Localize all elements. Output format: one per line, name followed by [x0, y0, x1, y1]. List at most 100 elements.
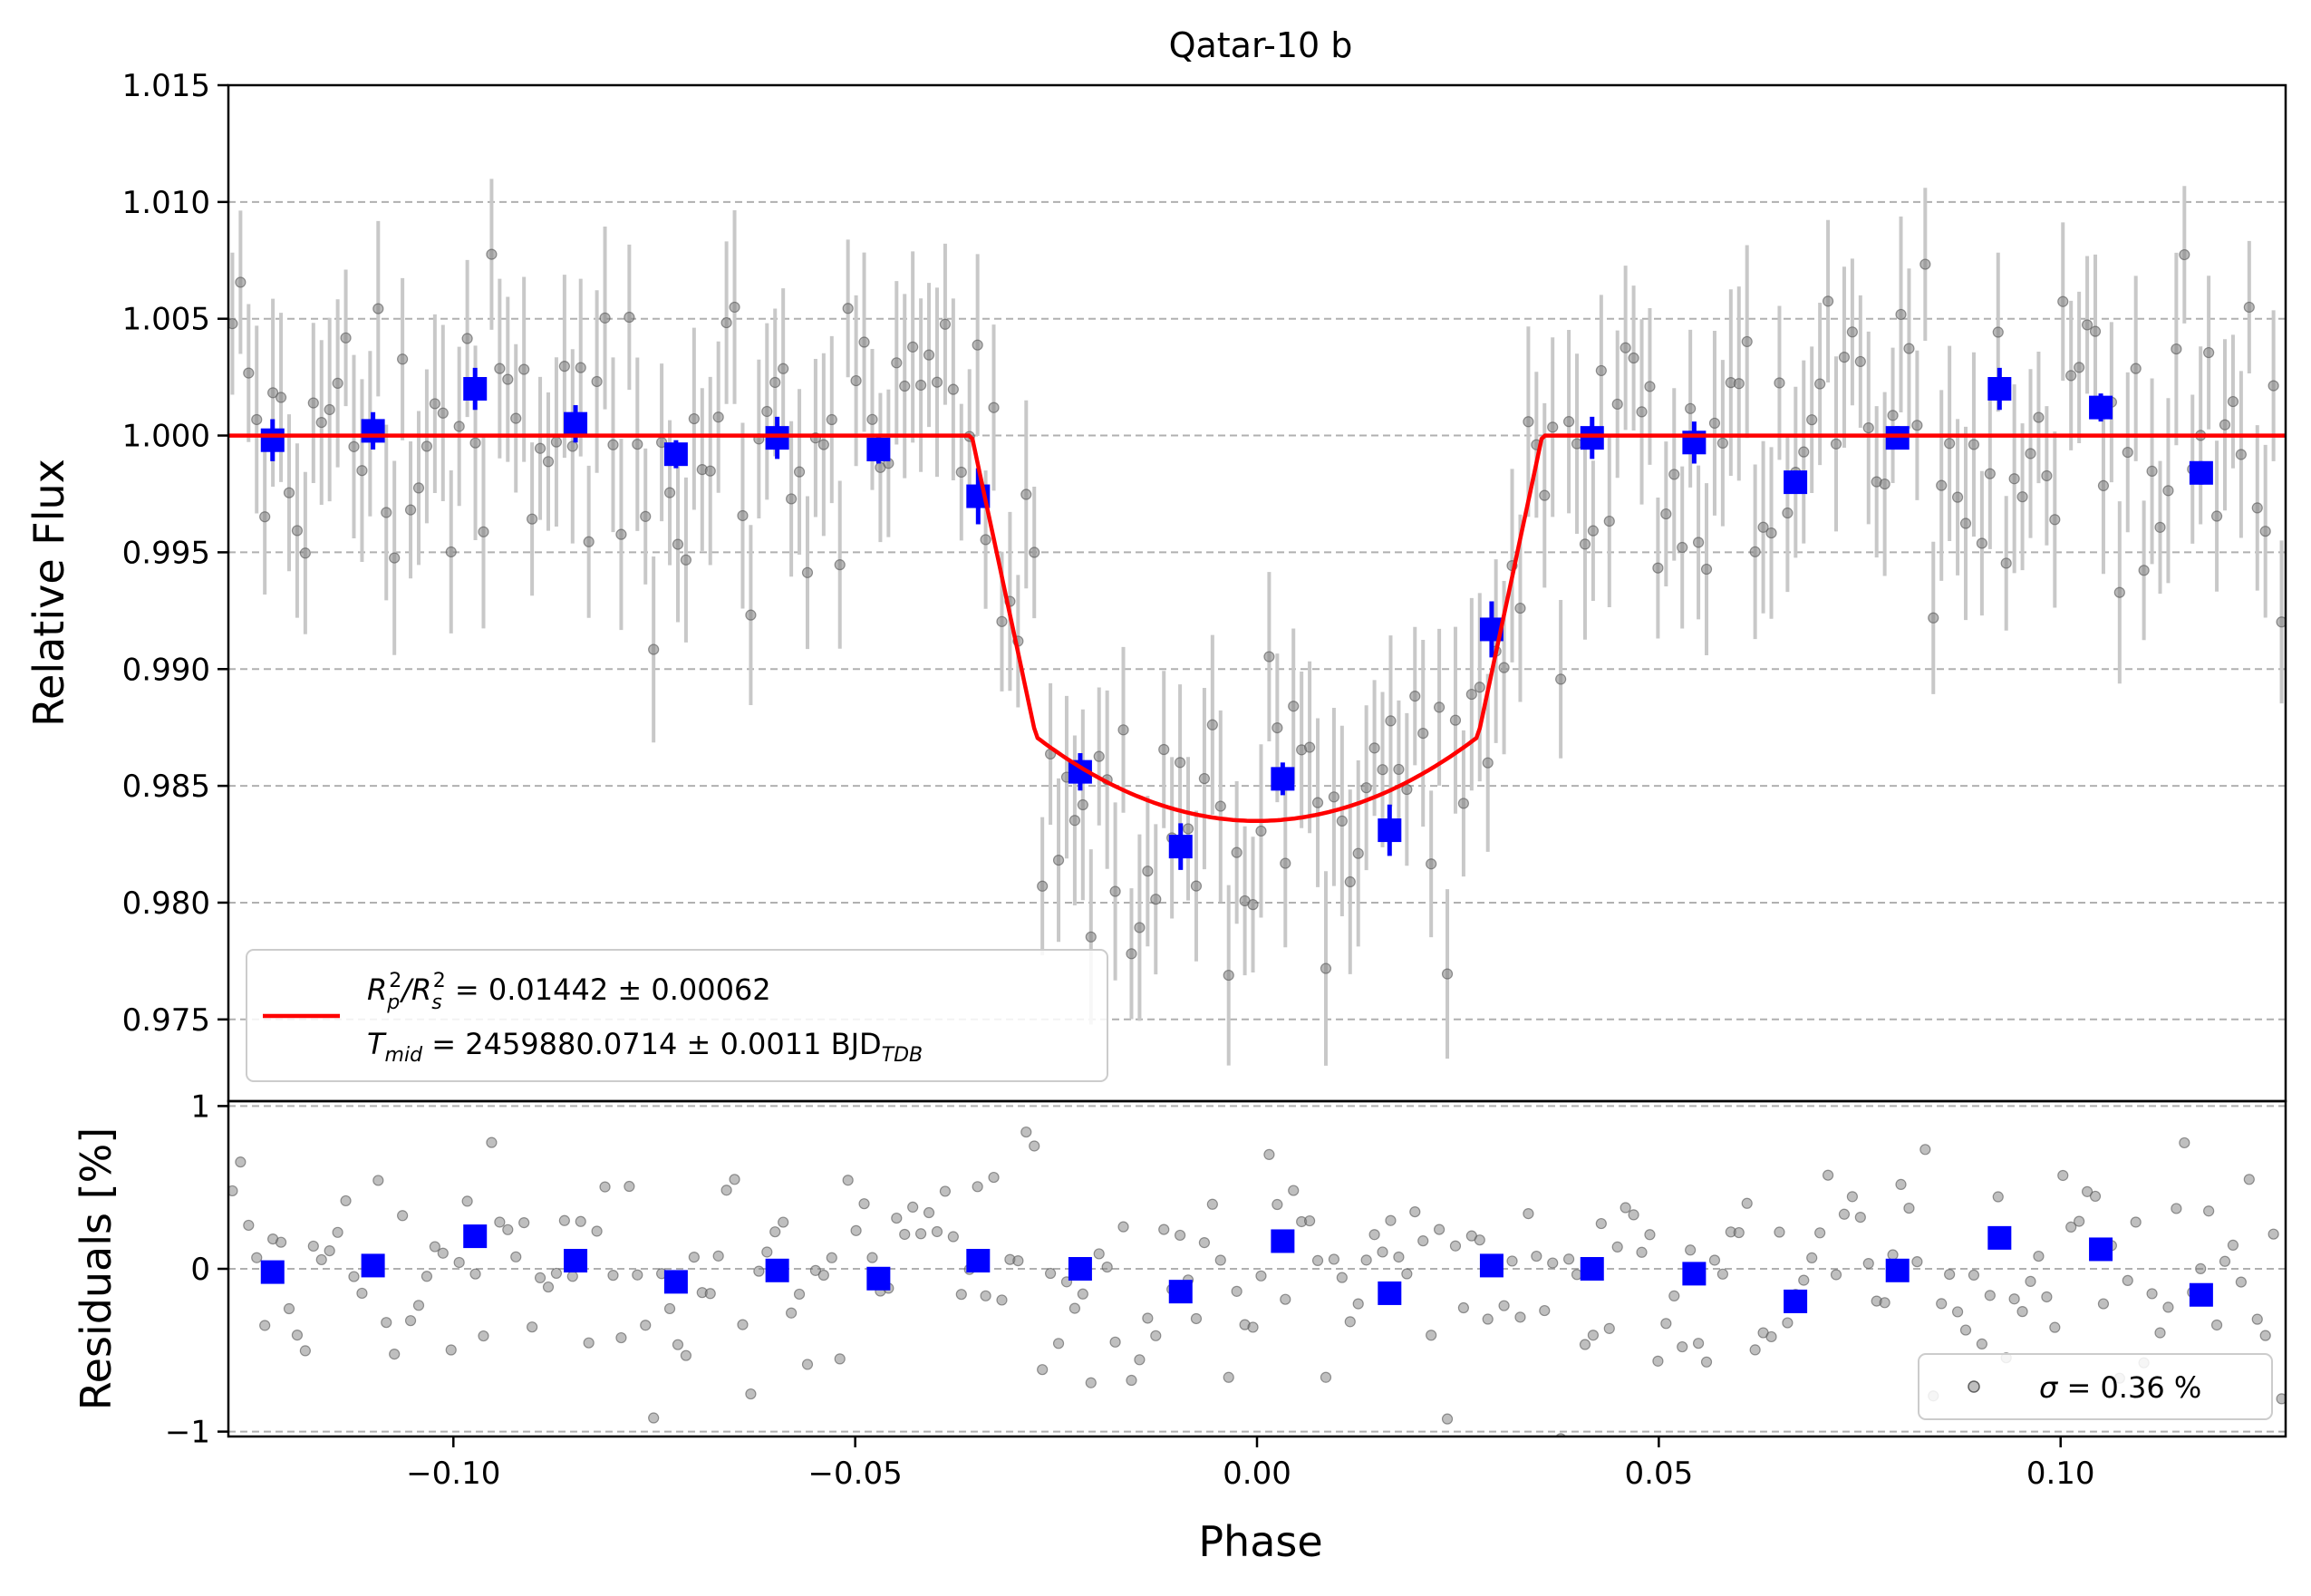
raw-residual-point — [1142, 1312, 1154, 1324]
binned-residual-point — [564, 1249, 588, 1273]
raw-residual-point — [2065, 1221, 2077, 1233]
x-axis-label: Phase — [1198, 1517, 1322, 1566]
raw-residual-point — [1223, 1371, 1234, 1383]
x-tick-label: 0.00 — [1223, 1456, 1291, 1492]
raw-residual-point — [1700, 1356, 1713, 1368]
raw-flux-point — [1660, 508, 1672, 520]
raw-flux-point — [931, 376, 943, 388]
raw-flux-point — [1231, 846, 1243, 858]
raw-flux-point — [1247, 899, 1259, 911]
raw-flux-point — [461, 333, 473, 344]
raw-residual-point — [1029, 1140, 1040, 1152]
residuals-y-tick-label: −1 — [165, 1415, 210, 1451]
raw-residual-point — [688, 1252, 700, 1263]
binned-flux-point — [2189, 460, 2213, 485]
raw-residual-point — [1263, 1148, 1275, 1161]
raw-residual-point — [1733, 1226, 1745, 1239]
residuals-y-tick-label: 0 — [190, 1252, 210, 1288]
raw-residual-point — [259, 1320, 271, 1331]
raw-residual-point — [1320, 1371, 1332, 1383]
raw-residual-point — [801, 1359, 814, 1370]
raw-residual-point — [663, 1302, 676, 1315]
raw-residual-point — [1887, 1249, 1899, 1261]
raw-residual-point — [1716, 1268, 1728, 1280]
flux-y-axis-label: Relative Flux — [24, 459, 73, 727]
raw-residual-point — [640, 1320, 652, 1331]
raw-residual-point — [1044, 1267, 1057, 1280]
raw-flux-point — [1636, 406, 1648, 418]
raw-flux-point — [1158, 743, 1170, 756]
raw-flux-point — [1628, 352, 1639, 364]
raw-flux-point — [1328, 791, 1340, 803]
raw-flux-point — [1579, 538, 1591, 550]
raw-flux-point — [2251, 502, 2263, 514]
raw-flux-point — [2000, 557, 2012, 569]
raw-residual-point — [786, 1307, 798, 1319]
raw-flux-point — [2138, 565, 2150, 576]
raw-flux-point — [761, 405, 773, 418]
raw-flux-point — [923, 349, 935, 361]
binned-flux-point — [260, 428, 285, 452]
raw-residual-point — [228, 1185, 238, 1197]
raw-residual-point — [1846, 1191, 1858, 1203]
raw-flux-point — [1441, 968, 1454, 980]
raw-flux-point — [1587, 525, 1599, 537]
raw-residual-point — [729, 1174, 740, 1185]
flux-binned-points — [260, 367, 2213, 870]
raw-flux-point — [607, 439, 619, 450]
raw-residual-point — [243, 1219, 255, 1232]
raw-flux-point — [243, 367, 255, 379]
raw-flux-point — [1539, 489, 1551, 501]
raw-residual-point — [2033, 1250, 2045, 1262]
binned-flux-point — [2089, 395, 2113, 420]
raw-residual-point — [1401, 1268, 1413, 1280]
binned-residual-point — [866, 1266, 891, 1291]
raw-residual-point — [1660, 1318, 1672, 1330]
raw-flux-point — [1336, 815, 1348, 827]
raw-residual-point — [1984, 1290, 1996, 1301]
raw-residual-point — [1377, 1246, 1388, 1258]
raw-flux-point — [2146, 465, 2158, 477]
raw-flux-point — [1311, 797, 1324, 808]
raw-residual-point — [1393, 1251, 1405, 1263]
raw-residual-point — [1417, 1235, 1429, 1247]
raw-flux-point — [2267, 380, 2279, 392]
raw-residual-point — [1255, 1270, 1267, 1282]
raw-residual-point — [1539, 1304, 1551, 1317]
raw-flux-point — [899, 380, 911, 392]
raw-residual-point — [1052, 1338, 1065, 1349]
raw-flux-point — [1644, 381, 1656, 392]
raw-residual-point — [1344, 1316, 1356, 1328]
raw-flux-point — [1498, 662, 1510, 673]
raw-residual-point — [850, 1224, 862, 1236]
raw-flux-point — [1150, 894, 1162, 905]
binned-residual-point — [1784, 1289, 1808, 1313]
raw-flux-point — [453, 421, 465, 432]
raw-residual-point — [1830, 1269, 1842, 1281]
raw-flux-point — [2259, 526, 2271, 537]
raw-flux-point — [1280, 857, 1291, 869]
raw-residual-point — [826, 1252, 837, 1263]
raw-flux-point — [1733, 378, 1745, 390]
binned-flux-point — [1987, 377, 2012, 401]
raw-flux-point — [1037, 880, 1049, 892]
raw-flux-point — [2154, 521, 2166, 533]
raw-residual-point — [1668, 1290, 1680, 1301]
raw-residual-point — [397, 1210, 409, 1222]
raw-flux-point — [1457, 798, 1470, 809]
raw-flux-point — [251, 413, 263, 426]
raw-flux-point — [299, 547, 311, 559]
raw-residual-point — [575, 1215, 586, 1227]
raw-flux-point — [1936, 479, 1948, 491]
binned-residual-point — [361, 1253, 385, 1278]
raw-flux-point — [412, 482, 425, 494]
raw-flux-point — [2113, 586, 2125, 598]
raw-flux-point — [1426, 858, 1437, 870]
raw-residual-point — [1247, 1321, 1259, 1333]
raw-residual-point — [1272, 1198, 1283, 1211]
raw-flux-point — [2171, 343, 2182, 355]
raw-flux-point — [1360, 782, 1372, 794]
raw-residual-point — [486, 1137, 498, 1148]
raw-residual-point — [1579, 1339, 1591, 1350]
raw-residual-point — [2243, 1174, 2255, 1185]
